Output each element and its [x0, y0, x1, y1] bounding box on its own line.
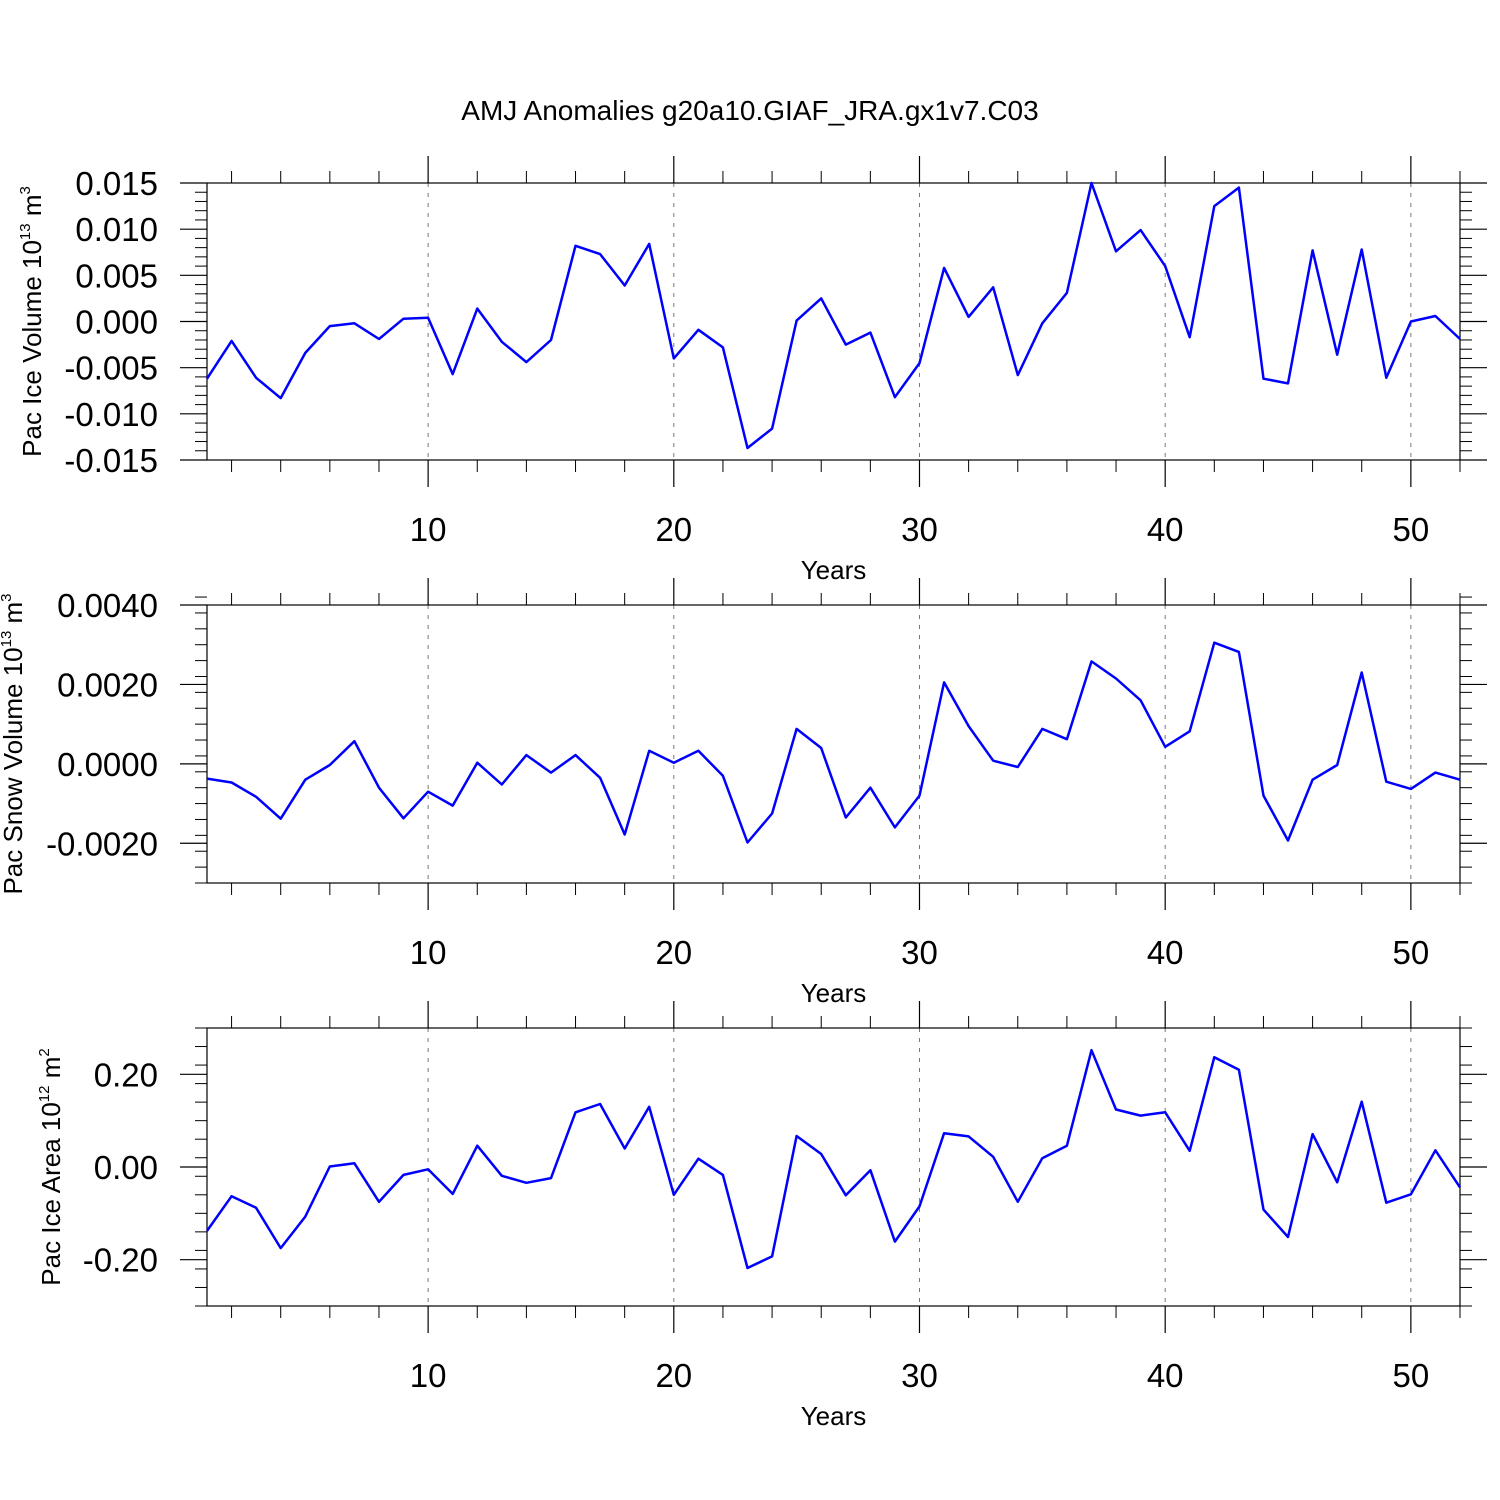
x-tick-label: 50 [1393, 511, 1430, 548]
y-axis-label: Pac Ice Area 1012 m2 [36, 1048, 66, 1285]
x-tick-label: 10 [410, 511, 447, 548]
y-tick-label: -0.015 [64, 442, 158, 479]
y-tick-label: 0.20 [94, 1056, 158, 1093]
x-tick-label: 30 [901, 934, 938, 971]
chart-title: AMJ Anomalies g20a10.GIAF_JRA.gx1v7.C03 [461, 95, 1038, 126]
y-axis-label: Pac Ice Volume 1013 m3 [17, 186, 47, 457]
y-tick-label: 0.000 [75, 304, 158, 341]
panel-1: 10 20 30 40 50 -0.015 -0.010 -0.005 0.000 0.005 0.… [17, 156, 1487, 585]
panels: 10 20 30 40 50 -0.015 -0.010 -0.005 0.000 0.005 0.… [0, 156, 1487, 1431]
y-tick-label: -0.20 [83, 1242, 158, 1279]
y-tick-label: 0.010 [75, 211, 158, 248]
x-tick-label: 50 [1393, 1357, 1430, 1394]
x-tick-label: 20 [655, 934, 692, 971]
y-tick-label: 0.0020 [57, 666, 158, 703]
y-tick-label: 0.0040 [57, 587, 158, 624]
x-tick-label: 40 [1147, 934, 1184, 971]
x-tick-label: 40 [1147, 1357, 1184, 1394]
plot-frame [206, 604, 1461, 884]
y-tick-label: -0.005 [64, 350, 158, 387]
x-tick-label: 30 [901, 1357, 938, 1394]
x-tick-label: 10 [410, 1357, 447, 1394]
x-tick-label: 20 [655, 511, 692, 548]
y-tick-label: 0.005 [75, 257, 158, 294]
y-tick-label: 0.00 [94, 1149, 158, 1186]
x-tick-label: 50 [1393, 934, 1430, 971]
y-tick-label: 0.0000 [57, 746, 158, 783]
panel-2: 10 20 30 40 50 -0.0020 0.0000 0.0020 0.0040 Years… [0, 578, 1487, 1008]
x-tick-label: 30 [901, 511, 938, 548]
x-tick-label: 40 [1147, 511, 1184, 548]
panel-3: 10 20 30 40 50 -0.20 0.00 0.20 Years Pac Ice Area… [36, 1001, 1487, 1431]
series-line [206, 641, 1461, 844]
series-line [205, 1048, 1462, 1270]
x-tick-label: 20 [655, 1357, 692, 1394]
y-axis-label: Pac Snow Volume 1013 m3 [0, 593, 28, 894]
y-tick-label: -0.010 [64, 396, 158, 433]
x-axis-label: Years [801, 555, 867, 585]
x-tick-label: 10 [410, 934, 447, 971]
x-axis-label: Years [801, 1401, 867, 1431]
y-tick-label: 0.015 [75, 165, 158, 202]
x-axis-label: Years [801, 978, 867, 1008]
y-tick-label: -0.0020 [46, 825, 158, 862]
plot-frame [206, 1027, 1461, 1307]
series-line [205, 181, 1461, 450]
